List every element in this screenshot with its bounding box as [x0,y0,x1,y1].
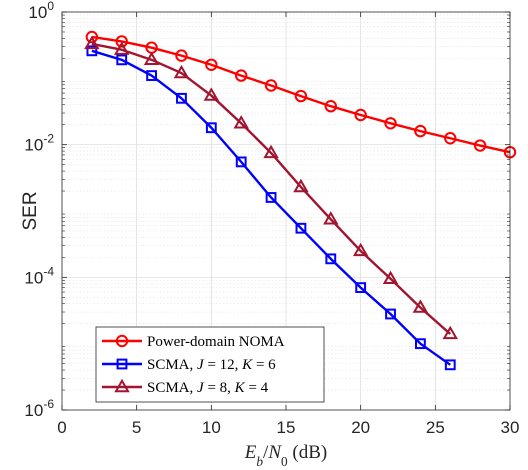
data-point [354,108,367,122]
axis-ticks [61,11,511,411]
y-tick-labels: 10-6 10-4 10-2 100 [24,0,54,420]
series-line [91,35,511,154]
data-point [115,35,128,48]
data-point [295,222,307,234]
legend-item-1: Power-domain NOMA [102,334,285,350]
data-point [323,211,339,225]
x-tick-label: 5 [132,418,141,437]
data-point [203,87,220,101]
data-point [324,100,337,113]
legend-marker [115,334,129,348]
data-point [382,270,399,285]
data-point [233,115,249,129]
series-3 [84,35,458,340]
data-point [384,117,397,130]
data-point [415,338,426,350]
y-tick-label: 10-2 [24,132,54,155]
data-point [473,139,487,152]
legend-item-2: SCMA, J = 12, K = 6 [102,357,276,373]
legend: Power-domain NOMA SCMA, J = 12, K = 6 SCMA… [95,326,325,403]
x-tick-labels: 0 5 10 15 20 25 30 [57,418,519,437]
legend-label: SCMA, J = 12, K = 6 [147,357,276,373]
x-tick-label: 20 [351,418,370,437]
data-point [263,144,279,159]
legend-label: SCMA, J = 8, K = 4 [147,380,269,396]
y-tick-label: 10-4 [24,264,54,287]
legend-item-3: SCMA, J = 8, K = 4 [102,378,269,396]
data-point [355,282,367,294]
data-point [442,325,458,340]
data-point [412,299,429,313]
series-group [84,30,517,371]
data-point [173,64,190,79]
legend-marker [116,358,128,370]
data-point [385,308,396,320]
data-point [176,92,187,104]
data-point [294,89,308,103]
x-tick-label: 25 [426,418,445,437]
data-point [85,30,99,44]
data-point [205,122,217,134]
data-point [444,132,457,145]
data-point [175,49,188,62]
data-point [444,359,456,371]
series-2 [86,45,456,371]
data-point [86,45,98,57]
data-point [414,124,427,138]
x-tick-label: 10 [202,418,221,437]
y-tick-label: 100 [28,0,54,22]
data-point [143,51,160,66]
data-point [205,58,218,71]
data-point [235,156,247,168]
data-point [265,192,277,203]
legend-marker [114,378,130,393]
data-point [352,242,369,257]
data-point [84,35,100,50]
series-line [91,42,452,335]
y-axis-label: SER [20,191,41,230]
legend-label: Power-domain NOMA [147,334,285,350]
data-point [146,70,157,81]
x-tick-label: 30 [501,418,520,437]
series-line [91,49,451,366]
data-point [235,69,248,82]
data-point [264,79,278,92]
x-tick-label: 0 [57,418,66,437]
data-point [116,54,128,66]
y-tick-label: 10-6 [24,397,54,420]
x-axis-label: Eb/N0 (dB) [244,442,327,469]
data-point [293,178,309,193]
data-point [325,253,337,265]
data-point [114,41,130,55]
x-tick-label: 15 [277,418,296,437]
